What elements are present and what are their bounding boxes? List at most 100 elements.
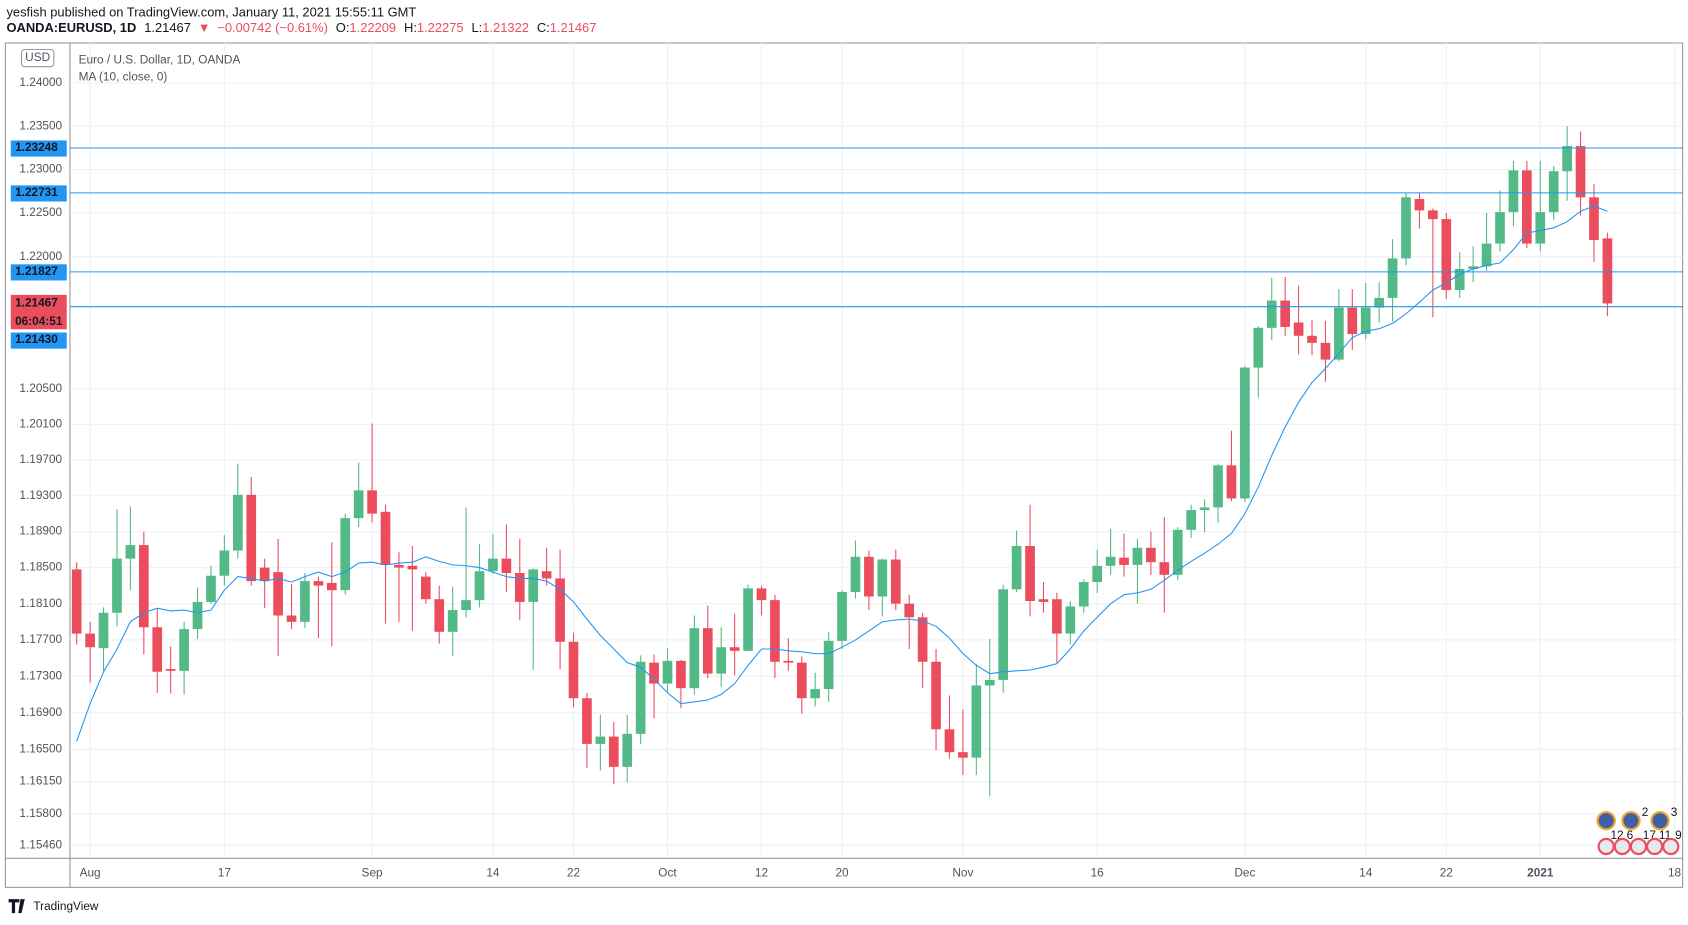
- candle-body: [1360, 307, 1371, 335]
- y-tick-label: 1.22500: [19, 205, 62, 219]
- candle-body: [1146, 547, 1156, 563]
- candle-body: [447, 610, 458, 632]
- candle-body: [394, 564, 404, 568]
- candle-body: [702, 628, 713, 674]
- candle-body: [501, 558, 512, 574]
- y-tick-label: 1.22000: [19, 249, 62, 263]
- candle-body: [1159, 562, 1170, 575]
- candle-body: [1575, 146, 1586, 198]
- open-label: O:: [336, 20, 350, 35]
- close-label: C:: [537, 20, 550, 35]
- candle-body: [729, 647, 740, 651]
- x-tick-label: 17: [218, 866, 231, 880]
- candle-body: [1240, 367, 1250, 499]
- candle-body: [917, 617, 928, 662]
- y-tick-label: 1.24000: [19, 75, 62, 89]
- event-count: 3: [1671, 805, 1678, 819]
- candle-body: [1011, 545, 1022, 590]
- candle-body: [796, 662, 807, 699]
- candle-body: [353, 490, 364, 519]
- last-price-label: 1.21467: [15, 296, 58, 310]
- candle-body: [246, 494, 257, 582]
- y-tick-label: 1.18500: [19, 560, 62, 574]
- x-tick-label: 22: [567, 866, 580, 880]
- y-tick-label: 1.16500: [19, 742, 62, 756]
- ma-legend: MA (10, close, 0): [79, 70, 168, 84]
- footer-logo: TradingView: [8, 899, 99, 914]
- candle-body: [1441, 219, 1452, 291]
- event-icon: [1650, 810, 1670, 831]
- candle-body: [984, 679, 995, 686]
- candle-body: [1266, 300, 1277, 328]
- x-tick-label: 12: [755, 866, 768, 880]
- publisher: yesfish published on TradingView.com, Ja…: [6, 4, 416, 19]
- candle-body: [1522, 170, 1532, 244]
- candle-body: [1401, 197, 1411, 259]
- ma-line: [76, 205, 1608, 742]
- candle-body: [1454, 268, 1465, 291]
- candle-body: [71, 569, 82, 634]
- candle-body: [1535, 212, 1546, 244]
- down-arrow: ▼: [198, 20, 211, 35]
- x-tick-label: 20: [835, 866, 849, 880]
- candle-body: [1508, 170, 1519, 213]
- candle-body: [367, 490, 377, 514]
- candle-body: [716, 647, 727, 674]
- logo-icon: [8, 899, 25, 914]
- marks: [69, 126, 1683, 797]
- candle-body: [192, 601, 203, 630]
- candle-body: [179, 629, 189, 671]
- candle-body: [582, 698, 592, 744]
- candle-body: [1495, 212, 1505, 244]
- y-tick-label: 1.20100: [19, 416, 62, 430]
- candle-body: [1347, 307, 1358, 335]
- candle-body: [165, 669, 176, 671]
- candle-body: [1481, 243, 1492, 267]
- x-tick-label: Oct: [658, 866, 677, 880]
- y-tick-label: 1.19300: [19, 488, 62, 502]
- candle-body: [152, 627, 163, 672]
- candle-body: [1092, 565, 1103, 583]
- x-tick-label: 16: [1091, 866, 1105, 880]
- candle-body: [1253, 327, 1264, 368]
- y-tick-label: 1.20500: [19, 381, 62, 395]
- x-tick-label: Sep: [362, 866, 383, 880]
- candle-body: [1052, 599, 1062, 634]
- last-price: 1.21467: [144, 20, 191, 35]
- candle-body: [286, 615, 297, 622]
- candle-body: [1226, 465, 1237, 499]
- candle-body: [1132, 547, 1143, 565]
- candle-body: [649, 662, 659, 684]
- price-line-tag: [10, 264, 67, 281]
- currency-box: [20, 48, 55, 68]
- y-tick-label: 1.16900: [19, 705, 62, 719]
- low-value: 1.21322: [482, 20, 529, 35]
- candle-body: [743, 588, 753, 651]
- candle-body: [1374, 297, 1384, 308]
- candle-body: [1172, 529, 1183, 575]
- x-tick-label: 2021: [1527, 866, 1554, 880]
- change: −0.00742 (−0.61%): [217, 20, 328, 35]
- symbol: OANDA:EURUSD, 1D: [6, 20, 136, 35]
- candle-body: [837, 591, 847, 641]
- price-line-label: 1.22731: [15, 185, 58, 199]
- y-tick-label: 1.16150: [19, 774, 62, 788]
- event-count: 9: [1675, 828, 1682, 842]
- x-tick-label: 22: [1440, 866, 1453, 880]
- event-count: 2: [1642, 805, 1649, 819]
- candle-body: [528, 569, 539, 602]
- candle-body: [98, 612, 109, 649]
- candle-body: [1562, 146, 1572, 172]
- candle-body: [1320, 342, 1331, 360]
- brand: TradingView: [33, 899, 99, 913]
- candle-body: [300, 581, 310, 622]
- candle-body: [1428, 210, 1438, 220]
- candle-body: [313, 581, 324, 586]
- candle-body: [259, 567, 270, 582]
- candle-body: [1213, 465, 1223, 508]
- candle-body: [488, 558, 498, 572]
- y-tick-label: 1.17700: [19, 632, 62, 646]
- candle-body: [662, 660, 673, 684]
- event-icon: [1621, 810, 1641, 831]
